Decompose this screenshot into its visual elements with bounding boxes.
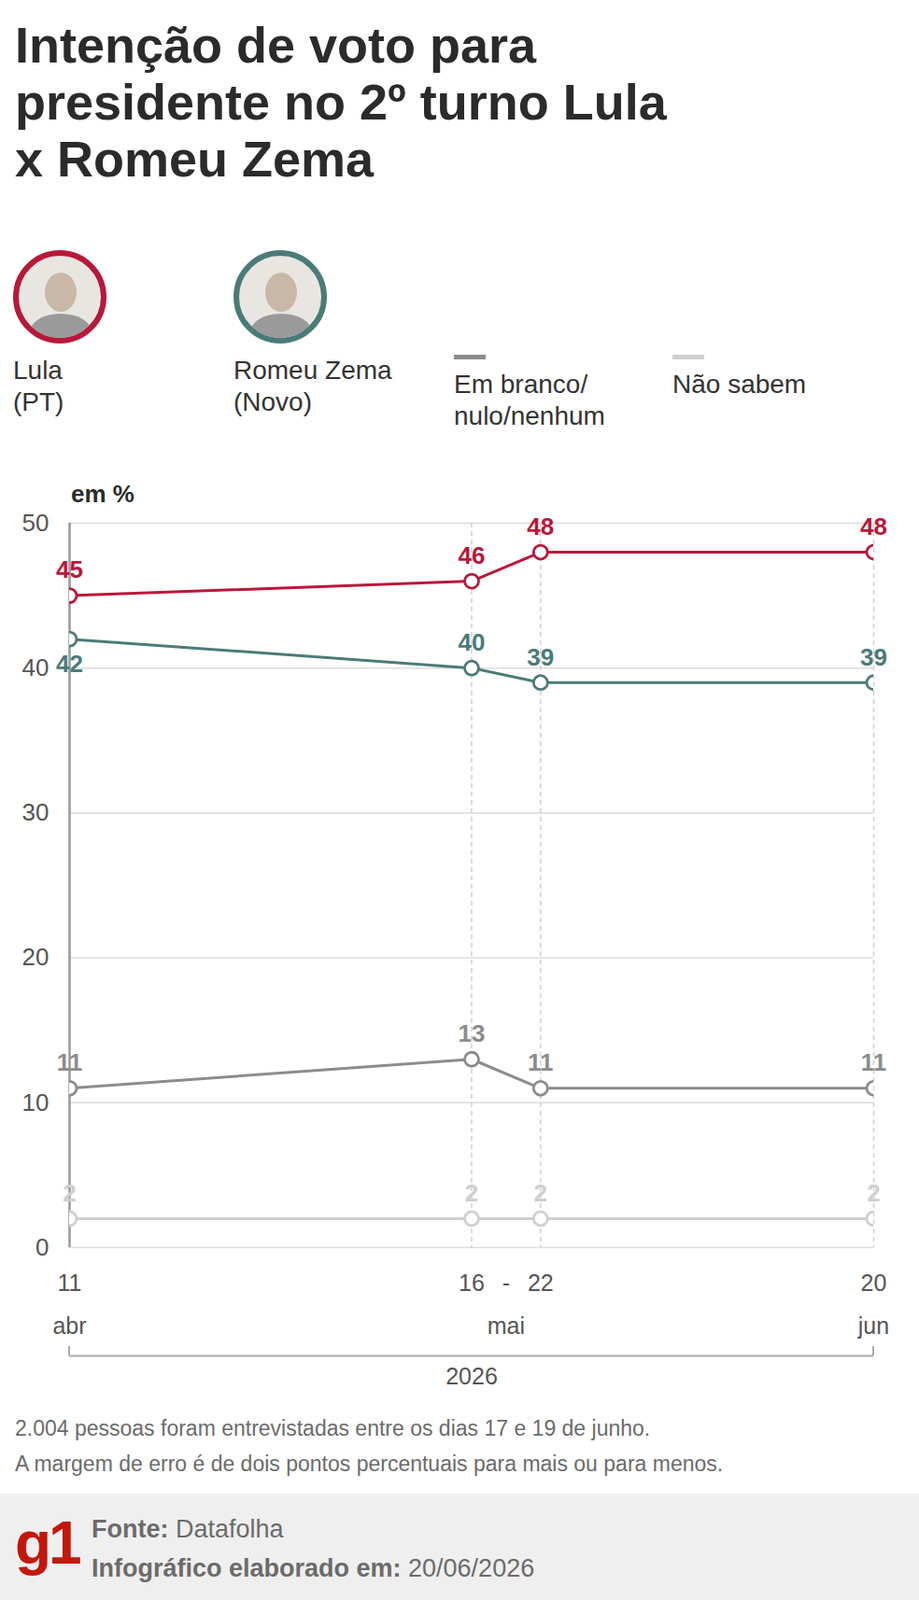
svg-text:11: 11 <box>56 1048 84 1077</box>
html-text:(PT): (PT) <box>13 387 64 417</box>
svg-text:39: 39 <box>860 643 888 672</box>
html-text:Não sabem: Não sabem <box>672 369 807 399</box>
html-text:Em branco/: Em branco/ <box>453 369 588 399</box>
html-text:Lula: Lula <box>13 355 63 385</box>
html-text:A margem de erro é de dois pon: A margem de erro é de dois pontos percen… <box>14 1452 724 1477</box>
svg-text:48: 48 <box>860 512 888 541</box>
svg-text:20: 20 <box>22 943 50 972</box>
html-text:2.004 pessoas foram entrevista: 2.004 pessoas foram entrevistadas entre … <box>14 1416 651 1442</box>
svg-text:10: 10 <box>22 1088 50 1117</box>
svg-text:11: 11 <box>527 1048 554 1077</box>
html-text:Fonte: Datafolha: Fonte: Datafolha <box>91 1515 284 1544</box>
svg-text:30: 30 <box>22 798 50 827</box>
svg-text:20: 20 <box>861 1270 888 1297</box>
html-text:Romeu Zema: Romeu Zema <box>233 355 392 385</box>
svg-text:48: 48 <box>526 512 554 541</box>
svg-text:2026: 2026 <box>445 1363 498 1390</box>
svg-text:-: - <box>502 1270 510 1297</box>
svg-text:0: 0 <box>35 1233 49 1262</box>
svg-text:16: 16 <box>458 1270 485 1297</box>
svg-text:11: 11 <box>57 1270 83 1297</box>
html-text:Infográfico elaborado em: 20/0: Infográfico elaborado em: 20/06/2026 <box>91 1554 535 1583</box>
svg-text:11: 11 <box>861 1048 888 1077</box>
svg-text:mai: mai <box>487 1313 525 1340</box>
html-text:nulo/nenhum: nulo/nenhum <box>453 401 606 431</box>
svg-text:abr: abr <box>52 1313 86 1340</box>
svg-text:50: 50 <box>22 508 50 538</box>
svg-text:46: 46 <box>458 541 486 570</box>
svg-text:13: 13 <box>458 1019 486 1048</box>
svg-text:jun: jun <box>857 1313 890 1340</box>
svg-text:39: 39 <box>526 643 554 672</box>
html-text:em %: em % <box>70 480 135 509</box>
svg-text:2: 2 <box>534 1179 548 1208</box>
svg-text:22: 22 <box>527 1270 554 1297</box>
svg-text:2: 2 <box>866 1179 880 1208</box>
svg-text:40: 40 <box>458 628 486 657</box>
svg-text:2: 2 <box>465 1179 479 1208</box>
svg-text:45: 45 <box>56 555 84 584</box>
html-text:Intenção de voto para presiden: Intenção de voto para presidente no 2º t… <box>14 16 667 187</box>
html-text:g1: g1 <box>14 1510 80 1578</box>
html-text:(Novo): (Novo) <box>233 387 312 417</box>
svg-text:42: 42 <box>56 650 84 679</box>
svg-text:2: 2 <box>62 1179 76 1208</box>
svg-text:40: 40 <box>22 653 50 682</box>
